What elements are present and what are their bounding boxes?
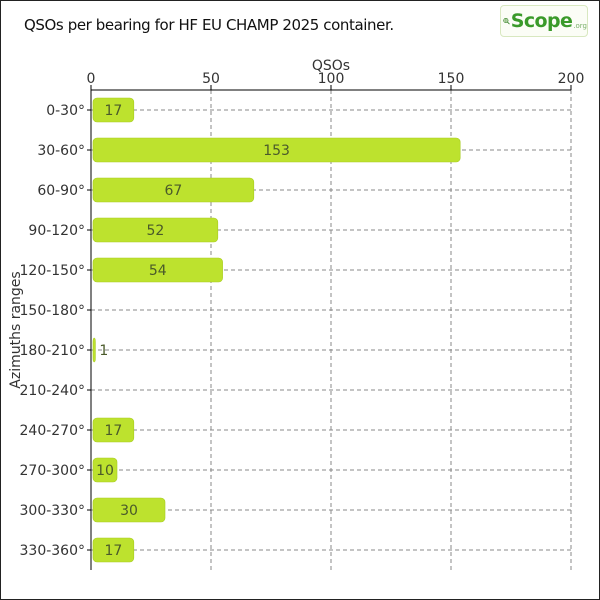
magnifier-globe-icon xyxy=(503,17,510,25)
bar xyxy=(92,177,255,203)
y-axis-title: Azimuths ranges xyxy=(8,271,24,388)
y-tick-label: 90-120° xyxy=(28,223,85,239)
bar xyxy=(92,257,223,283)
chart-title: QSOs per bearing for HF EU CHAMP 2025 co… xyxy=(24,16,394,34)
x-axis: 0 50 100 150 200 xyxy=(87,71,585,91)
logo-domain: .org xyxy=(573,22,587,30)
logo-wordmark: Scope xyxy=(510,10,573,32)
y-tick-label: 330-360° xyxy=(20,543,86,559)
bar-value-label: 52 xyxy=(146,223,164,239)
bar-value-label: 30 xyxy=(120,503,138,519)
bar xyxy=(92,137,461,163)
x-axis-title: QSOs xyxy=(312,58,350,74)
y-tick-label: 30-60° xyxy=(37,143,85,159)
bars: 17 153 67 52 54 1 17 10 30 17 xyxy=(92,97,461,563)
y-tick-label: 120-150° xyxy=(20,263,86,279)
bar xyxy=(92,97,135,123)
bar xyxy=(92,497,166,523)
bar-value-label: 1 xyxy=(99,343,108,359)
bar-value-label: 153 xyxy=(263,143,290,159)
bar xyxy=(92,337,96,363)
bar xyxy=(92,457,118,483)
x-tick-label: 0 xyxy=(87,71,96,87)
qscope-logo[interactable]: Scope .org xyxy=(500,5,588,37)
y-tick-label: 210-240° xyxy=(20,383,86,399)
y-tick-label: 150-180° xyxy=(20,303,86,319)
y-tick-label: 270-300° xyxy=(20,463,86,479)
bar-value-label: 54 xyxy=(149,263,167,279)
bar-value-label: 17 xyxy=(104,543,122,559)
bar xyxy=(92,217,219,243)
bar-value-label: 17 xyxy=(104,103,122,119)
y-tick-label: 60-90° xyxy=(37,183,85,199)
y-tick-label: 240-270° xyxy=(20,423,86,439)
x-tick-label: 150 xyxy=(438,71,465,87)
y-tick-label: 0-30° xyxy=(46,103,85,119)
y-tick-label: 180-210° xyxy=(20,343,86,359)
bar xyxy=(92,417,135,443)
bar-value-label: 10 xyxy=(96,463,114,479)
bar xyxy=(92,537,135,563)
y-tick-labels: 0-30° 30-60° 60-90° 90-120° 120-150° 150-180°… xyxy=(20,103,91,559)
y-tick-label: 300-330° xyxy=(20,503,86,519)
x-tick-label: 100 xyxy=(318,71,345,87)
bar-value-label: 67 xyxy=(164,183,182,199)
x-tick-label: 200 xyxy=(558,71,585,87)
bar-value-label: 17 xyxy=(104,423,122,439)
x-tick-label: 50 xyxy=(202,71,220,87)
